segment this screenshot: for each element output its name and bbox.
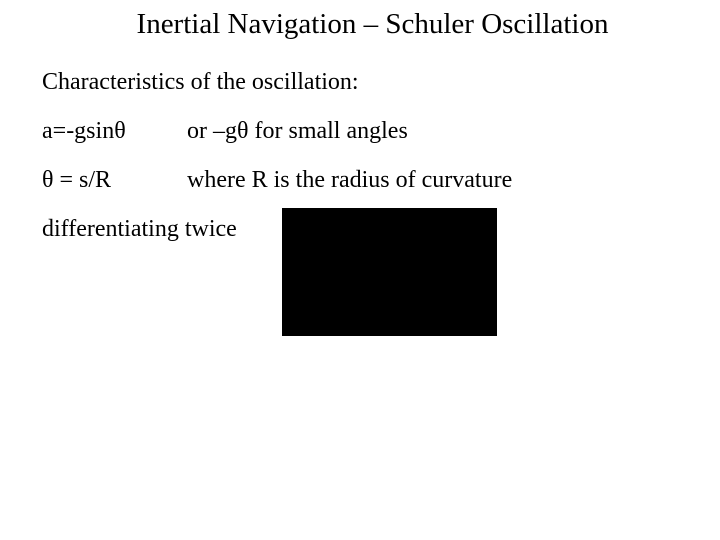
- equation-row: a=-gsinθ or –gθ for small angles: [42, 118, 680, 145]
- slide-container: Inertial Navigation – Schuler Oscillatio…: [0, 0, 720, 540]
- equation-left: θ = s/R: [42, 167, 187, 194]
- equation-right: or –gθ for small angles: [187, 118, 680, 145]
- slide-content: Characteristics of the oscillation: a=-g…: [0, 41, 720, 336]
- slide-title: Inertial Navigation – Schuler Oscillatio…: [0, 0, 720, 41]
- differentiation-text: differentiating twice: [42, 216, 237, 243]
- equation-right: where R is the radius of curvature: [187, 167, 680, 194]
- differentiation-row: differentiating twice: [42, 216, 680, 336]
- equation-left: a=-gsinθ: [42, 118, 187, 145]
- equation-row: θ = s/R where R is the radius of curvatu…: [42, 167, 680, 194]
- redacted-box: [282, 208, 497, 336]
- subtitle-text: Characteristics of the oscillation:: [42, 69, 680, 96]
